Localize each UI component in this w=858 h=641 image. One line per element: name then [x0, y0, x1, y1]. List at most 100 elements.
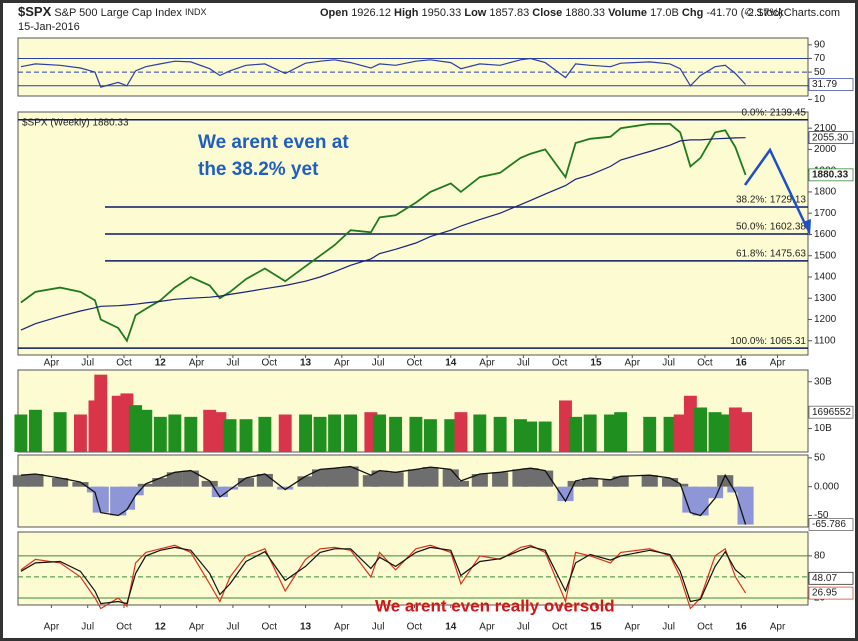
plots: 907050301031.791100120013001400150016001… — [12, 37, 854, 633]
x-tick-label: Jul — [517, 622, 530, 633]
last-value-label: 48.07 — [812, 573, 837, 584]
value-box — [808, 78, 854, 91]
last-value-label: 1696552 — [812, 407, 851, 418]
x-tick-label: Apr — [479, 622, 495, 633]
histogram-bar — [152, 478, 169, 487]
high: 1950.33 — [422, 7, 462, 19]
value-box — [808, 518, 854, 531]
panel — [17, 454, 809, 528]
histogram-bar — [567, 480, 584, 487]
x-tick-label: Jul — [662, 622, 675, 633]
value-box — [808, 131, 854, 145]
y-tick-label: 10B — [814, 423, 832, 434]
x-tick-label: Oct — [407, 622, 423, 633]
chg: -41.70 (-2.17%) — [706, 7, 782, 19]
volume-bar — [559, 400, 572, 452]
histogram-bar — [557, 486, 574, 502]
x-tick-label: 15 — [590, 358, 602, 369]
volume-bar — [694, 407, 707, 452]
x-tick-label: Apr — [770, 622, 786, 633]
x-tick-label: 15 — [590, 622, 602, 633]
volume-bar — [223, 419, 237, 452]
date: 15-Jan-2016 — [18, 21, 80, 33]
histogram-bar — [182, 470, 199, 487]
histogram-bar — [471, 474, 488, 487]
histogram-bar — [727, 486, 744, 493]
histogram-bar — [201, 480, 218, 487]
histogram-bar — [342, 466, 359, 487]
exchange: INDX — [185, 7, 207, 17]
symbol: $SPX — [18, 4, 52, 19]
panel — [17, 531, 809, 606]
volume-bar — [604, 414, 617, 452]
y-tick-label: 70 — [814, 53, 826, 64]
histogram-bar — [72, 482, 89, 487]
y-tick-label: 0.000 — [814, 481, 839, 492]
y-tick-label: 50 — [814, 67, 826, 78]
x-tick-label: Apr — [334, 358, 350, 369]
volume-bar — [514, 419, 527, 452]
volume-bar — [614, 412, 628, 452]
histogram-bar — [602, 479, 619, 487]
x-tick-label: 13 — [300, 622, 312, 633]
volume-bar — [524, 421, 538, 452]
y-tick-label: 1100 — [814, 335, 836, 346]
x-tick-label: 14 — [445, 358, 457, 369]
high-label: High — [394, 7, 419, 19]
annotation: We arent even really oversold — [375, 596, 615, 615]
histogram-bar — [452, 480, 469, 487]
histogram-bar — [737, 486, 754, 525]
y-tick-label: 1800 — [814, 187, 837, 198]
volume-bar — [313, 416, 327, 452]
histogram-bar — [127, 486, 144, 496]
volume: 17.0B — [650, 7, 679, 19]
volume-bar — [258, 416, 272, 452]
volume-bar — [493, 416, 507, 452]
x-tick-label: Oct — [407, 358, 423, 369]
volume-bar — [473, 414, 487, 452]
histogram-bar — [492, 472, 509, 487]
annotation: We arent even at — [198, 132, 349, 153]
x-tick-label: Apr — [44, 622, 60, 633]
x-tick-label: Apr — [479, 358, 495, 369]
x-tick-label: Oct — [697, 358, 713, 369]
fib-label: 50.0%: 1602.38 — [736, 222, 806, 233]
x-tick-label: Oct — [116, 622, 132, 633]
x-tick-label: 12 — [155, 622, 167, 633]
histogram-bar — [12, 475, 29, 487]
y-tick-label: 50 — [814, 453, 826, 464]
histogram-bar — [641, 475, 658, 487]
x-tick-label: Jul — [662, 358, 675, 369]
histogram-bar — [717, 475, 734, 487]
histogram-bar — [137, 483, 154, 487]
x-tick-label: Jul — [81, 358, 94, 369]
histogram-bar — [311, 469, 329, 487]
close: 1880.33 — [565, 7, 605, 19]
x-tick-label: 13 — [300, 358, 312, 369]
histogram-bar — [277, 486, 294, 490]
histogram-bar — [692, 486, 709, 516]
volume-bar — [129, 405, 143, 452]
x-tick-label: Oct — [552, 358, 568, 369]
volume-bar — [728, 407, 742, 452]
fib-label: 0.0%: 2139.45 — [742, 107, 807, 118]
y-tick-label: 90 — [814, 39, 826, 50]
series-line — [20, 465, 747, 525]
y-tick-label: 1400 — [814, 272, 837, 283]
histogram-bar — [522, 468, 539, 487]
volume-bar — [239, 419, 253, 452]
fib-label: 61.8%: 1475.63 — [736, 249, 806, 260]
histogram-bar — [661, 478, 679, 487]
y-tick-label: 1200 — [814, 314, 837, 325]
histogram-bar — [537, 470, 554, 487]
x-tick-label: 14 — [445, 622, 457, 633]
volume-bar — [28, 409, 42, 452]
x-tick-label: Oct — [552, 622, 568, 633]
x-tick-label: Jul — [227, 622, 240, 633]
volume-bar — [739, 412, 753, 452]
x-tick-label: Jul — [517, 358, 530, 369]
chg-label: Chg — [682, 7, 703, 19]
volume-bar — [708, 412, 722, 452]
x-tick-label: Oct — [261, 622, 277, 633]
x-tick-label: 16 — [736, 358, 748, 369]
